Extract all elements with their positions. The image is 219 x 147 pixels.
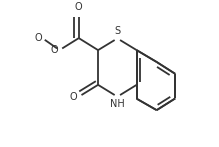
Text: O: O <box>75 2 83 12</box>
Text: O: O <box>69 92 77 102</box>
Text: O: O <box>34 33 42 43</box>
Text: O: O <box>51 45 58 55</box>
Text: NH: NH <box>110 99 125 109</box>
Text: S: S <box>114 26 120 36</box>
